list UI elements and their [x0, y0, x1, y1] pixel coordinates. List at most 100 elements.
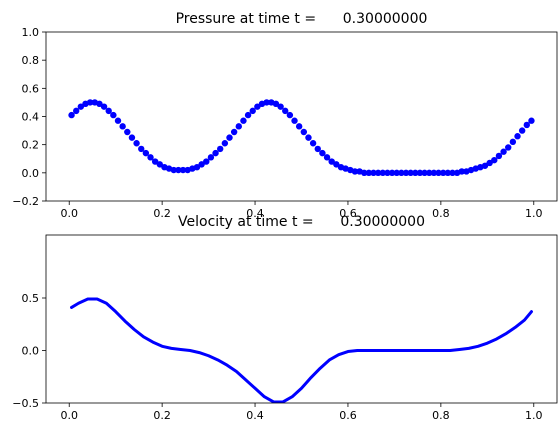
pressure-point: [124, 128, 131, 136]
pressure-point: [151, 158, 159, 165]
pressure-point: [272, 100, 280, 108]
pressure-point: [323, 154, 331, 161]
velocity-x-ticks: 0.0 0.2 0.4 0.6 0.8 1.0: [60, 403, 543, 422]
pressure-axes-frame: [45, 31, 558, 202]
pressure-point: [388, 169, 396, 177]
pressure-point: [128, 134, 136, 141]
pressure-point: [361, 169, 368, 177]
pressure-y-tick-label: 0.2: [22, 139, 40, 152]
pressure-point: [282, 107, 289, 115]
pressure-point: [119, 123, 126, 130]
pressure-point: [384, 169, 391, 177]
pressure-point: [416, 169, 424, 177]
velocity-x-tick-label: 0.2: [153, 409, 171, 422]
pressure-point: [110, 111, 117, 119]
pressure-point: [333, 161, 340, 168]
pressure-point: [314, 145, 321, 153]
pressure-point: [370, 169, 377, 177]
pressure-point: [426, 169, 433, 177]
pressure-point: [217, 145, 224, 153]
pressure-point: [421, 169, 428, 177]
pressure-point: [295, 123, 303, 130]
pressure-point: [518, 127, 526, 134]
pressure-point: [286, 111, 294, 119]
pressure-y-ticks: −0.2 0.0 0.2 0.4 0.6 0.8 1.0: [12, 26, 46, 208]
pressure-point: [412, 169, 419, 177]
pressure-y-tick-label: 0.4: [22, 111, 40, 124]
pressure-point: [402, 169, 410, 177]
velocity-y-tick-label: 0.0: [22, 345, 40, 358]
pressure-x-tick-label: 0.0: [60, 207, 78, 220]
velocity-y-ticks: −0.5 0.0 0.5: [12, 292, 46, 410]
pressure-x-tick-label: 0.8: [432, 207, 450, 220]
pressure-point: [491, 156, 498, 164]
pressure-y-tick-label: 0.8: [22, 54, 40, 67]
pressure-point: [430, 169, 438, 177]
velocity-y-tick-label: −0.5: [12, 397, 39, 410]
velocity-line: [70, 297, 533, 403]
pressure-point: [398, 169, 405, 177]
pressure-point: [509, 138, 517, 146]
pressure-point: [212, 149, 219, 157]
pressure-point: [528, 117, 535, 124]
pressure-point: [254, 103, 261, 110]
pressure-point: [263, 99, 270, 106]
pressure-point: [277, 103, 284, 110]
pressure-point: [203, 158, 210, 165]
pressure-y-tick-label: 0.0: [22, 167, 40, 180]
pressure-point: [328, 158, 335, 165]
pressure-point: [207, 154, 215, 161]
pressure-point: [444, 169, 452, 177]
pressure-point: [393, 169, 400, 177]
pressure-point: [514, 133, 521, 140]
pressure-point: [407, 169, 414, 177]
pressure-point: [439, 169, 447, 177]
pressure-point: [319, 149, 326, 157]
pressure-point: [226, 134, 233, 141]
pressure-point: [505, 144, 512, 151]
pressure-point: [481, 162, 489, 169]
pressure-point: [86, 99, 94, 106]
pressure-point: [379, 169, 386, 177]
pressure-point: [193, 164, 201, 171]
pressure-point: [523, 121, 531, 129]
pressure-point: [309, 140, 317, 147]
pressure-x-tick-label: 1.0: [525, 207, 543, 220]
pressure-point: [458, 168, 465, 175]
pressure-point: [365, 169, 373, 177]
velocity-x-tick-label: 1.0: [525, 409, 543, 422]
pressure-point: [244, 111, 252, 119]
pressure-point: [249, 107, 256, 115]
velocity-marks: [70, 297, 533, 403]
pressure-point: [96, 100, 103, 108]
velocity-x-tick-label: 0.8: [432, 409, 450, 422]
pressure-title: Pressure at time t = 0.30000000: [176, 11, 428, 27]
pressure-point: [100, 103, 108, 110]
velocity-y-tick-label: 0.5: [22, 292, 40, 305]
pressure-point: [240, 117, 247, 124]
pressure-point: [500, 148, 507, 155]
velocity-x-tick-label: 0.4: [246, 409, 264, 422]
pressure-point: [138, 145, 145, 153]
pressure-point: [486, 159, 493, 167]
pressure-point: [351, 168, 359, 175]
pressure-point: [449, 169, 456, 177]
pressure-point: [374, 169, 382, 177]
pressure-point: [72, 107, 80, 115]
pressure-point: [156, 161, 164, 168]
pressure-point: [495, 152, 503, 160]
pressure-point: [142, 149, 150, 157]
pressure-point: [170, 166, 177, 174]
pressure-point: [198, 161, 205, 168]
pressure-point: [68, 111, 75, 119]
pressure-point: [235, 123, 242, 130]
pressure-point: [305, 134, 312, 141]
pressure-point: [179, 166, 187, 174]
pressure-plot: −0.2 0.0 0.2 0.4 0.6 0.8 1.0 0.0 0.2 0.4 0.6 0.8 1.…: [12, 11, 558, 220]
pressure-marks: [68, 99, 535, 177]
pressure-point: [147, 154, 154, 161]
pressure-point: [300, 128, 308, 136]
velocity-title: Velocity at time t = 0.30000000: [178, 214, 425, 230]
pressure-y-tick-label: 0.6: [22, 82, 40, 95]
